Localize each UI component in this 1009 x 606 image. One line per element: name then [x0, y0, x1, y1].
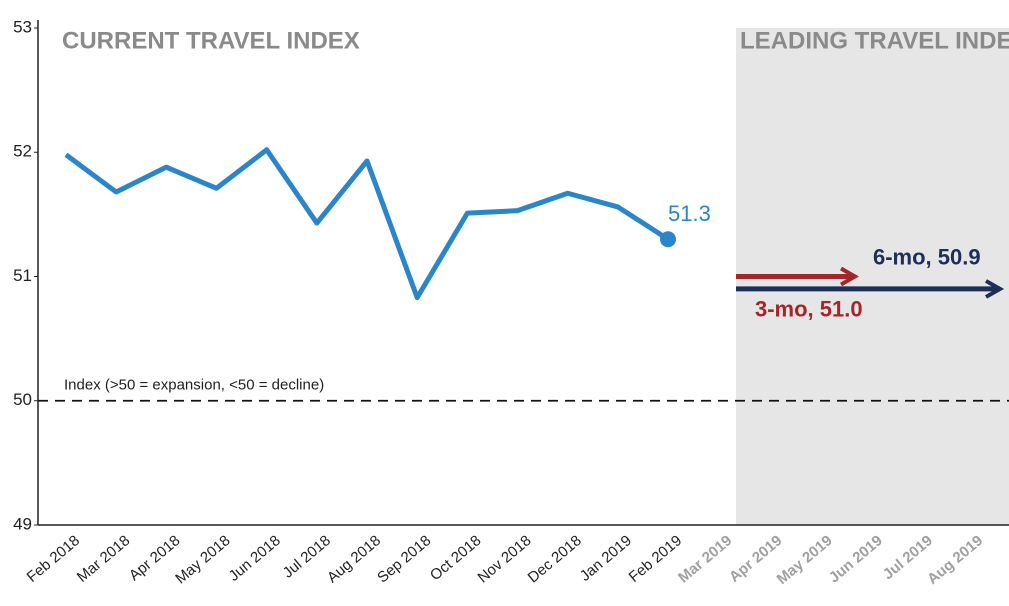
x-tick-label: Jun 2019: [826, 532, 886, 586]
x-tick-label: May 2019: [774, 532, 836, 588]
y-tick-label: 53: [13, 17, 32, 36]
x-tick-label: Dec 2018: [525, 532, 585, 586]
end-point: [660, 231, 677, 248]
y-tick-label: 49: [13, 514, 32, 533]
chart-title: CURRENT TRAVEL INDEX: [62, 27, 360, 54]
y-tick-label: 51: [13, 266, 32, 285]
x-tick-label: Sep 2018: [374, 532, 434, 586]
x-tick-label: Jun 2018: [226, 532, 284, 585]
forecast-title: LEADING TRAVEL INDEX: [740, 27, 1009, 54]
x-tick-label: Aug 2018: [324, 532, 384, 586]
x-tick-label: Mar 2019: [675, 532, 735, 586]
x-tick-label: Aug 2019: [924, 532, 986, 588]
end-label: 51.3: [668, 201, 711, 226]
x-tick-label: Nov 2018: [475, 532, 535, 586]
forecast-label: 3-mo, 51.0: [755, 296, 863, 321]
forecast-label: 6-mo, 50.9: [873, 245, 981, 270]
x-tick-label: Feb 2018: [24, 532, 83, 586]
y-tick-label: 50: [13, 390, 32, 409]
series-line: [64, 147, 670, 301]
x-tick-label: Jan 2019: [577, 532, 635, 585]
x-tick-label: Feb 2019: [626, 532, 685, 586]
x-tick-label: May 2018: [172, 532, 233, 587]
y-tick-label: 52: [13, 142, 32, 161]
reference-label: Index (>50 = expansion, <50 = decline): [64, 377, 324, 394]
x-tick-label: Mar 2018: [74, 532, 133, 586]
